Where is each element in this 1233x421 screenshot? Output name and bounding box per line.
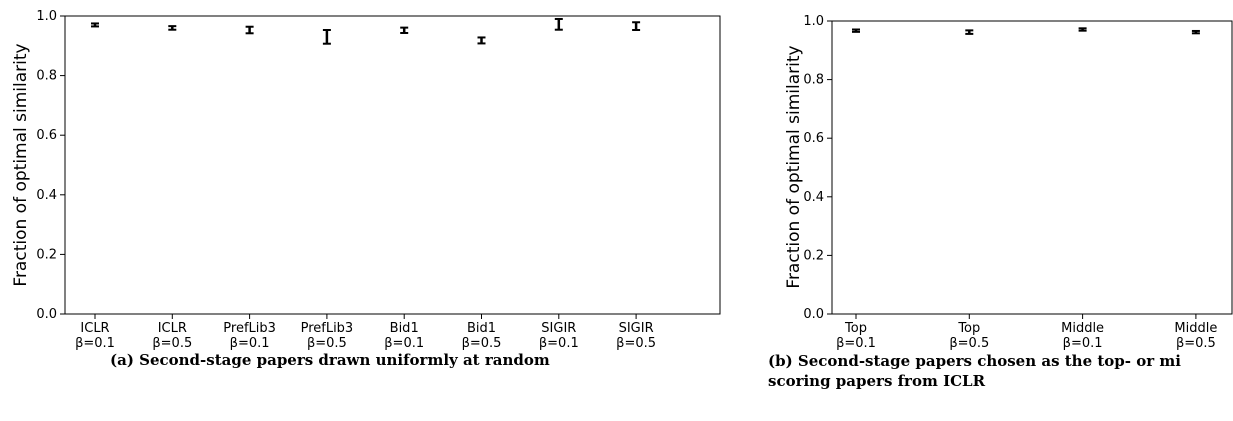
a-error-bar (322, 29, 331, 45)
a-error-bar (477, 36, 486, 45)
b-y-tick-label: 0.4 (803, 190, 824, 205)
a-x-tick-sublabel: β=0.5 (616, 336, 656, 351)
a-x-tick-sublabel: β=0.1 (230, 336, 270, 351)
a-y-tick-label: 1.0 (36, 9, 57, 24)
a-x-tick-sublabel: β=0.1 (384, 336, 424, 351)
chart-a-y-ticks: 0.0 0.2 0.4 0.6 0.8 1.0 (36, 9, 65, 322)
b-error-bar (1191, 29, 1200, 35)
caption-b-line-1: (b) Second-stage papers chosen as the to… (768, 352, 1181, 370)
b-error-bar (852, 28, 860, 33)
chart-b-error-bars (852, 27, 1200, 35)
b-y-tick-label: 0.2 (803, 248, 824, 263)
a-y-tick-label: 0.6 (36, 128, 57, 143)
b-x-tick-label: Top (957, 321, 980, 336)
b-error-bar (1078, 27, 1087, 32)
a-error-bar (245, 25, 254, 35)
chart-a-y-axis-label: Fraction of optimal similarity (11, 43, 31, 286)
a-x-tick-label: PrefLib3 (223, 321, 276, 336)
b-x-tick-label: Top (844, 321, 867, 336)
a-error-bar (400, 26, 409, 34)
b-y-tick-label: 0.8 (803, 73, 824, 88)
a-y-tick-label: 0.4 (36, 188, 57, 203)
a-x-tick-label: PrefLib3 (301, 321, 354, 336)
b-x-tick-sublabel: β=0.1 (1063, 336, 1103, 351)
b-x-tick-sublabel: β=0.1 (836, 336, 876, 351)
b-error-bar (965, 29, 974, 35)
a-y-tick-label: 0.0 (36, 307, 57, 322)
chart-a-x-ticks: ICLRβ=0.1ICLRβ=0.5PrefLib3β=0.1PrefLib3β… (75, 314, 656, 351)
a-x-tick-label: ICLR (158, 321, 187, 336)
b-y-tick-label: 0.0 (803, 307, 824, 322)
a-x-tick-label: Bid1 (467, 321, 496, 336)
a-x-tick-label: SIGIR (541, 321, 576, 336)
chart-b-plot-area (831, 20, 1233, 315)
caption-b-line-2: scoring papers from ICLR (768, 372, 986, 390)
a-x-tick-sublabel: β=0.1 (539, 336, 579, 351)
caption-a: (a) Second-stage papers drawn uniformly … (110, 351, 550, 369)
a-y-tick-label: 0.8 (36, 69, 57, 84)
a-x-tick-sublabel: β=0.5 (307, 336, 347, 351)
chart-b-y-ticks: 0.0 0.2 0.4 0.6 0.8 1.0 (803, 14, 832, 322)
chart-a-plot-area (64, 15, 721, 315)
a-error-bar (554, 17, 563, 31)
a-x-tick-label: SIGIR (619, 321, 654, 336)
b-x-tick-label: Middle (1061, 321, 1104, 336)
caption-b: (b) Second-stage papers chosen as the to… (768, 351, 1181, 391)
a-y-tick-label: 0.2 (36, 247, 57, 262)
a-error-bar (91, 22, 99, 28)
a-error-bar (632, 21, 641, 32)
a-x-tick-sublabel: β=0.5 (462, 336, 502, 351)
b-x-tick-sublabel: β=0.5 (1176, 336, 1216, 351)
a-x-tick-sublabel: β=0.1 (75, 336, 115, 351)
chart-a-error-bars (91, 17, 641, 45)
a-x-tick-sublabel: β=0.5 (152, 336, 192, 351)
a-x-tick-label: Bid1 (390, 321, 419, 336)
b-y-tick-label: 1.0 (803, 14, 824, 29)
b-x-tick-sublabel: β=0.5 (949, 336, 989, 351)
chart-b-y-axis-label: Fraction of optimal similarity (784, 45, 804, 288)
b-y-tick-label: 0.6 (803, 131, 824, 146)
a-x-tick-label: ICLR (80, 321, 109, 336)
a-error-bar (168, 25, 177, 31)
b-x-tick-label: Middle (1174, 321, 1217, 336)
